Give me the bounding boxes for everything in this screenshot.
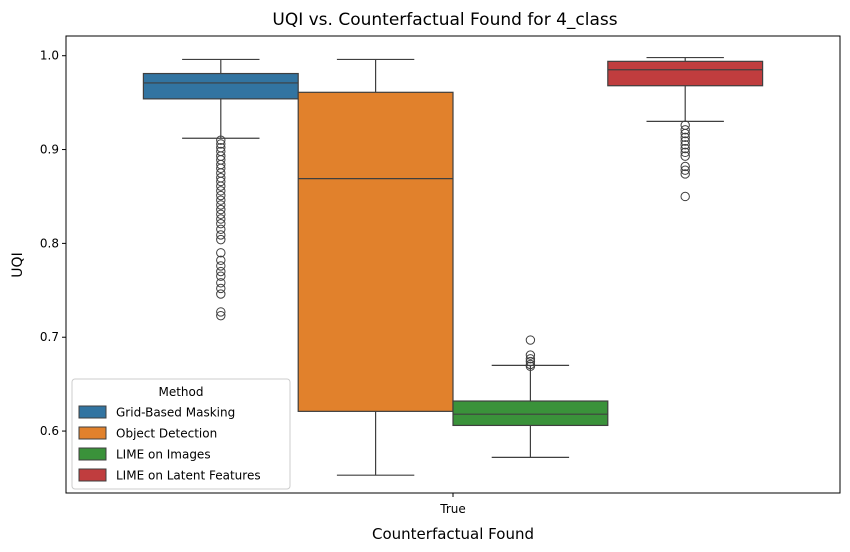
outlier-point <box>216 209 226 219</box>
legend-frame <box>71 378 291 490</box>
outlier-point <box>525 350 536 360</box>
legend-swatch <box>78 405 107 419</box>
outlier-point <box>216 181 226 191</box>
box-group <box>607 56 764 202</box>
outlier-point <box>216 200 226 210</box>
outlier-point <box>216 271 226 281</box>
outlier-point <box>525 356 536 367</box>
outlier-point <box>680 136 690 146</box>
outlier-point <box>216 307 226 317</box>
outlier-point <box>680 128 690 139</box>
outlier-point <box>216 266 226 277</box>
legend-title: Method <box>158 385 203 399</box>
outlier-point <box>680 151 690 161</box>
legend-swatch <box>78 468 107 482</box>
x-tick-label: True <box>439 502 466 516</box>
outlier-point <box>680 161 690 172</box>
outlier-point <box>680 143 690 154</box>
outlier-point <box>216 190 226 201</box>
plot-area <box>65 35 841 494</box>
legend-label: LIME on Latent Features <box>116 469 261 483</box>
outlier-point <box>680 140 690 150</box>
outlier-point <box>216 218 226 229</box>
outlier-point <box>680 169 690 179</box>
box <box>142 72 299 100</box>
outlier-point <box>216 176 226 187</box>
legend-label: Object Detection <box>116 427 217 441</box>
box <box>452 400 609 427</box>
y-tick-label: 1.0 <box>40 49 59 63</box>
outlier-point <box>216 224 226 235</box>
legend-swatch <box>78 426 107 440</box>
box <box>607 60 764 87</box>
outlier-point <box>680 147 690 158</box>
outlier-point <box>216 283 226 294</box>
y-axis: 0.6 0.7 0.8 0.9 1.0 <box>40 49 66 438</box>
outlier-point <box>216 186 226 196</box>
outlier-point <box>216 261 226 271</box>
y-tick-label: 0.7 <box>40 330 59 344</box>
x-axis-label: Counterfactual Found <box>372 525 534 543</box>
outlier-point <box>525 335 536 345</box>
outlier-point <box>680 125 690 135</box>
legend-label: Grid-Based Masking <box>116 406 235 420</box>
outlier-point <box>216 204 226 215</box>
outlier-point <box>216 310 226 321</box>
outlier-point <box>216 278 226 288</box>
outlier-point <box>525 361 536 372</box>
y-tick-label: 0.9 <box>40 143 59 157</box>
box-group <box>142 58 299 321</box>
x-axis: True <box>439 493 466 516</box>
y-tick-label: 0.6 <box>40 424 59 438</box>
outlier-point <box>680 165 690 175</box>
outlier-point <box>216 234 226 245</box>
legend-label: LIME on Images <box>116 448 211 462</box>
box <box>297 91 454 412</box>
chart-title: UQI vs. Counterfactual Found for 4_class <box>272 10 617 30</box>
legend-swatch <box>78 447 107 461</box>
y-axis-label: UQI <box>10 252 26 277</box>
outlier-point <box>216 135 226 145</box>
outlier-point <box>525 354 536 364</box>
legend: Method Grid-Based Masking Object Detectio… <box>71 378 291 490</box>
box-group <box>297 58 454 476</box>
outlier-point <box>680 132 690 143</box>
outlier-point <box>216 214 226 224</box>
outlier-point <box>216 255 226 265</box>
y-tick-label: 0.8 <box>40 236 59 250</box>
outlier-point <box>216 163 226 174</box>
box-group <box>452 335 609 458</box>
outlier-point <box>216 248 226 258</box>
legend-items: Grid-Based Masking Object Detection LIME o… <box>78 405 261 483</box>
outlier-point <box>216 230 226 240</box>
outlier-point <box>216 139 226 149</box>
outlier-point <box>216 195 226 205</box>
outlier-point <box>680 191 690 202</box>
outlier-point <box>216 289 226 299</box>
